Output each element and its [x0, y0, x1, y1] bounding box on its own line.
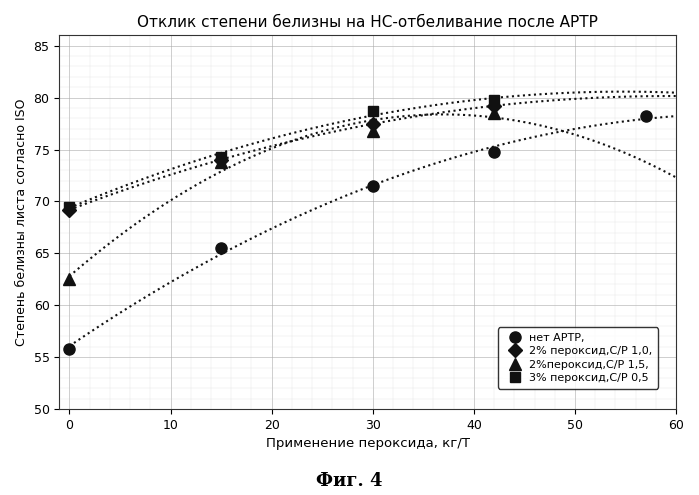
Legend: нет АРТР,, 2% пероксид,C/P 1,0,, 2%пероксид,C/P 1,5,, 3% пероксид,C/P 0,5: нет АРТР,, 2% пероксид,C/P 1,0,, 2%перок…: [498, 327, 658, 389]
X-axis label: Применение пероксида, кг/Т: Применение пероксида, кг/Т: [266, 437, 470, 450]
Y-axis label: Степень белизны листа согласно ISO: Степень белизны листа согласно ISO: [15, 99, 28, 346]
Text: Фиг. 4: Фиг. 4: [316, 472, 383, 490]
Title: Отклик степени белизны на НС-отбеливание после АРТР: Отклик степени белизны на НС-отбеливание…: [137, 15, 598, 30]
